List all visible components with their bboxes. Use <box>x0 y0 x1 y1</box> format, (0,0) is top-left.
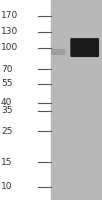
FancyBboxPatch shape <box>71 39 98 56</box>
Text: 55: 55 <box>1 79 13 88</box>
Bar <box>51 0 102 200</box>
Bar <box>0 0 51 200</box>
FancyBboxPatch shape <box>52 50 64 54</box>
Text: 170: 170 <box>1 11 18 20</box>
Text: 15: 15 <box>1 158 13 167</box>
Text: 100: 100 <box>1 43 18 52</box>
Text: 10: 10 <box>1 182 13 191</box>
Text: 25: 25 <box>1 127 12 136</box>
Text: 70: 70 <box>1 65 13 74</box>
Text: 35: 35 <box>1 106 13 115</box>
Text: 130: 130 <box>1 27 18 36</box>
Text: 40: 40 <box>1 98 12 107</box>
